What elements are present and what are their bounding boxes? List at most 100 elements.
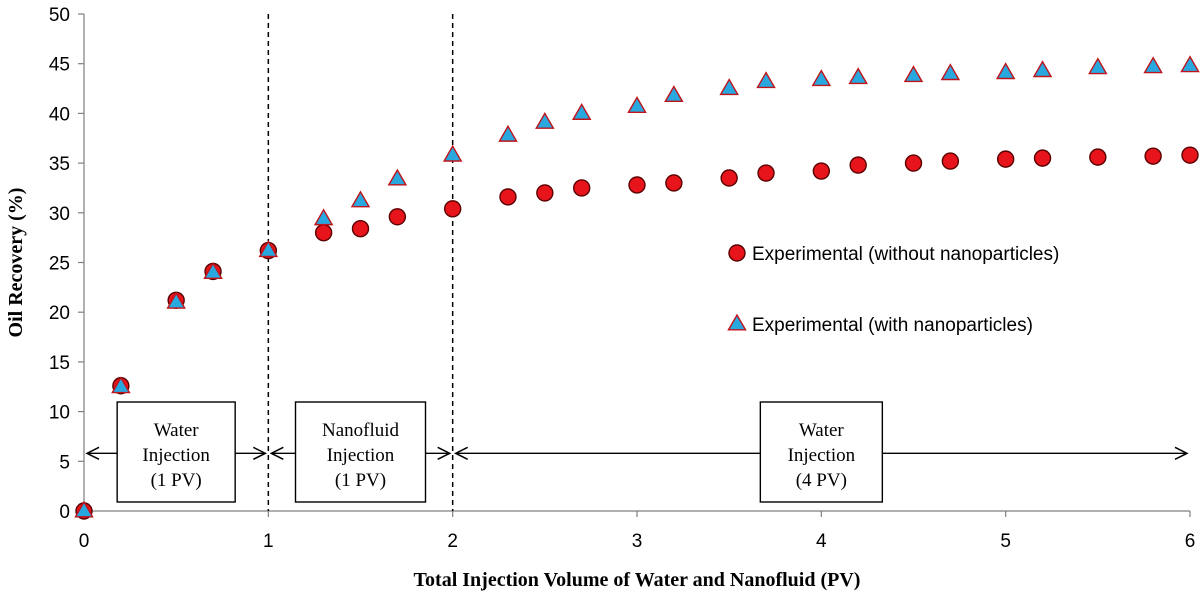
data-point-circle	[757, 164, 775, 182]
data-point-circle	[388, 208, 407, 226]
data-point-circle	[904, 154, 923, 172]
y-tick-label: 40	[49, 104, 70, 125]
y-tick-label: 0	[59, 502, 70, 523]
x-tick-label: 6	[1185, 531, 1196, 552]
data-point-triangle	[1032, 60, 1053, 78]
data-point-triangle	[258, 240, 279, 258]
arrow-right-icon	[437, 446, 452, 461]
legend-label: Experimental (without nanoparticles)	[752, 244, 1059, 265]
data-point-triangle	[387, 168, 408, 186]
x-axis-title: Total Injection Volume of Water and Nano…	[414, 569, 861, 591]
data-point-circle	[1144, 147, 1162, 165]
data-point-circle	[1089, 148, 1107, 166]
data-point-triangle	[719, 78, 739, 96]
y-tick-label: 10	[49, 403, 70, 424]
annotation-box	[759, 401, 884, 503]
data-point-triangle	[995, 62, 1016, 80]
data-point-triangle	[571, 102, 592, 120]
data-point-triangle	[535, 111, 555, 129]
data-point-circle	[812, 162, 831, 180]
y-tick-label: 50	[49, 5, 70, 26]
annotation-box	[294, 401, 427, 503]
annotation-text: Nanofluid	[322, 420, 400, 441]
legend-entry: Experimental (with nanoparticles)	[727, 313, 1033, 336]
data-point-triangle	[203, 262, 223, 279]
x-tick-label: 3	[632, 531, 643, 552]
legend-entry: Experimental (without nanoparticles)	[728, 244, 1059, 265]
data-point-circle	[996, 150, 1015, 168]
data-point-triangle	[166, 291, 186, 309]
annotation-text: Injection	[327, 445, 395, 466]
data-point-triangle	[756, 71, 776, 89]
x-tick-label: 5	[1000, 531, 1011, 552]
arrow-left-icon	[269, 446, 284, 461]
y-tick-label: 35	[49, 154, 70, 175]
legend-circle-icon	[728, 244, 746, 262]
data-point-triangle	[111, 376, 131, 394]
annotation-text: Injection	[788, 445, 856, 466]
annotation-text: Water	[154, 420, 200, 441]
data-point-circle	[314, 223, 333, 242]
x-tick-label: 1	[263, 531, 274, 552]
data-point-circle	[720, 169, 738, 187]
data-point-triangle	[848, 67, 868, 85]
data-point-triangle	[74, 500, 94, 518]
data-point-circle	[1033, 149, 1052, 167]
arrow-right-icon	[1174, 446, 1189, 461]
data-point-triangle	[940, 63, 961, 81]
annotation-text: Water	[799, 420, 845, 441]
data-point-triangle	[442, 144, 463, 162]
x-tick-label: 0	[79, 531, 90, 552]
data-point-circle	[499, 188, 517, 206]
data-point-circle	[351, 220, 370, 238]
data-point-circle	[941, 152, 960, 170]
annotation-text: (4 PV)	[796, 470, 847, 491]
data-point-circle	[443, 200, 462, 218]
data-point-triangle	[313, 208, 334, 226]
data-point-triangle	[627, 96, 647, 113]
legend: Experimental (without nanoparticles) Expe…	[727, 244, 1059, 336]
x-tick-label: 2	[447, 531, 458, 552]
annotation-text: (1 PV)	[335, 470, 386, 491]
y-tick-label: 15	[49, 353, 70, 374]
data-point-circle	[536, 184, 554, 202]
data-point-triangle	[1180, 55, 1200, 73]
arrow-right-icon	[252, 446, 268, 461]
arrow-left-icon	[85, 446, 100, 461]
data-point-triangle	[498, 124, 518, 142]
data-point-triangle	[350, 190, 371, 208]
y-tick-label: 30	[49, 204, 70, 225]
x-tick-label: 4	[816, 531, 827, 552]
injection-phase-1: Water Injection (1 PV)	[85, 401, 268, 503]
data-point-circle	[628, 176, 646, 194]
y-tick-label: 20	[49, 303, 70, 324]
injection-phase-3: Water Injection (4 PV)	[453, 401, 1189, 503]
y-tick-label: 25	[49, 254, 70, 275]
data-point-triangle	[1143, 56, 1163, 74]
annotation-text: Injection	[142, 445, 210, 466]
data-point-triangle	[664, 85, 684, 103]
data-point-triangle	[811, 69, 832, 87]
data-point-circle	[1181, 146, 1199, 164]
data-point-triangle	[903, 65, 924, 83]
injection-phase-annotations: Water Injection (1 PV) Nanofluid Injection (1…	[85, 401, 1189, 503]
data-point-circle	[573, 179, 591, 197]
phase-divider-lines	[267, 14, 454, 511]
legend-label: Experimental (with nanoparticles)	[752, 315, 1033, 336]
y-tick-label: 45	[49, 55, 70, 76]
y-tick-label: 5	[59, 452, 70, 473]
data-points	[74, 55, 1200, 520]
y-axis-title: Oil Recovery (%)	[5, 188, 27, 338]
annotation-text: (1 PV)	[151, 470, 202, 491]
legend-triangle-icon	[727, 313, 747, 331]
injection-phase-2: Nanofluid Injection (1 PV)	[269, 401, 452, 503]
annotation-box	[116, 401, 236, 503]
arrow-left-icon	[453, 446, 469, 461]
data-point-circle	[665, 174, 683, 192]
data-point-triangle	[1088, 57, 1108, 75]
data-point-circle	[849, 156, 867, 174]
series-2	[74, 55, 1200, 518]
